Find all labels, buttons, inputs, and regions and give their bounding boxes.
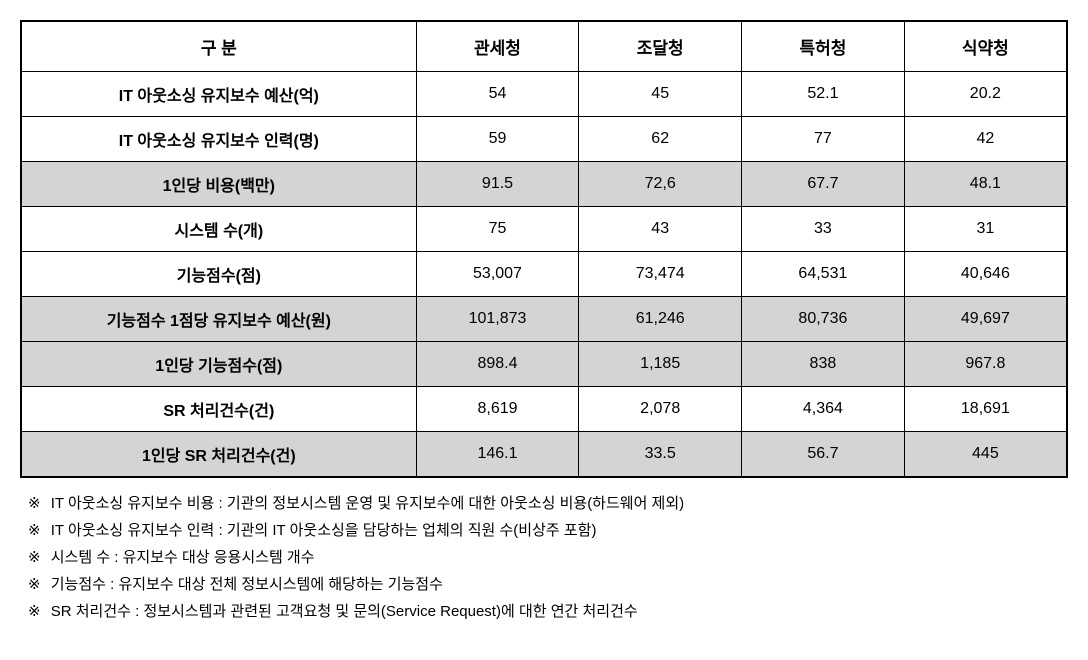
table-row: 시스템 수(개) 75 43 33 31 xyxy=(21,207,1067,252)
table-cell: 898.4 xyxy=(416,342,579,387)
footnote-marker-icon: ※ xyxy=(28,495,41,512)
footnote-line: ※ IT 아웃소싱 유지보수 비용 : 기관의 정보시스템 운영 및 유지보수에… xyxy=(28,490,1068,517)
table-cell: 80,736 xyxy=(742,297,905,342)
column-header-category: 구 분 xyxy=(21,21,416,72)
table-cell: 146.1 xyxy=(416,432,579,478)
table-cell: 73,474 xyxy=(579,252,742,297)
footnote-marker-icon: ※ xyxy=(28,603,41,620)
table-cell: 838 xyxy=(742,342,905,387)
row-label: 1인당 기능점수(점) xyxy=(21,342,416,387)
table-cell: 967.8 xyxy=(904,342,1067,387)
table-cell: 20.2 xyxy=(904,72,1067,117)
footnote-text: SR 처리건수 : 정보시스템과 관련된 고객요청 및 문의(Service R… xyxy=(51,603,638,620)
table-cell: 4,364 xyxy=(742,387,905,432)
table-cell: 67.7 xyxy=(742,162,905,207)
comparison-table: 구 분 관세청 조달청 특허청 식약청 IT 아웃소싱 유지보수 예산(억) 5… xyxy=(20,20,1068,478)
footnote-text: 기능점수 : 유지보수 대상 전체 정보시스템에 해당하는 기능점수 xyxy=(51,576,443,593)
table-cell: 43 xyxy=(579,207,742,252)
footnote-marker-icon: ※ xyxy=(28,576,41,593)
table-row: 1인당 비용(백만) 91.5 72,6 67.7 48.1 xyxy=(21,162,1067,207)
table-row: IT 아웃소싱 유지보수 예산(억) 54 45 52.1 20.2 xyxy=(21,72,1067,117)
table-cell: 56.7 xyxy=(742,432,905,478)
table-cell: 33.5 xyxy=(579,432,742,478)
table-row: SR 처리건수(건) 8,619 2,078 4,364 18,691 xyxy=(21,387,1067,432)
table-row: 기능점수 1점당 유지보수 예산(원) 101,873 61,246 80,73… xyxy=(21,297,1067,342)
footnote-text: IT 아웃소싱 유지보수 비용 : 기관의 정보시스템 운영 및 유지보수에 대… xyxy=(51,495,684,512)
table-cell: 1,185 xyxy=(579,342,742,387)
table-cell: 59 xyxy=(416,117,579,162)
table-cell: 91.5 xyxy=(416,162,579,207)
row-label: 기능점수 1점당 유지보수 예산(원) xyxy=(21,297,416,342)
table-cell: 445 xyxy=(904,432,1067,478)
table-cell: 31 xyxy=(904,207,1067,252)
table-cell: 64,531 xyxy=(742,252,905,297)
table-cell: 53,007 xyxy=(416,252,579,297)
footnotes-section: ※ IT 아웃소싱 유지보수 비용 : 기관의 정보시스템 운영 및 유지보수에… xyxy=(20,490,1068,625)
table-cell: 45 xyxy=(579,72,742,117)
column-header-agency-3: 특허청 xyxy=(742,21,905,72)
row-label: SR 처리건수(건) xyxy=(21,387,416,432)
table-row: IT 아웃소싱 유지보수 인력(명) 59 62 77 42 xyxy=(21,117,1067,162)
table-cell: 40,646 xyxy=(904,252,1067,297)
footnote-line: ※ SR 처리건수 : 정보시스템과 관련된 고객요청 및 문의(Service… xyxy=(28,598,1068,625)
footnote-line: ※ 시스템 수 : 유지보수 대상 응용시스템 개수 xyxy=(28,544,1068,571)
footnote-text: 시스템 수 : 유지보수 대상 응용시스템 개수 xyxy=(51,549,315,566)
footnote-line: ※ 기능점수 : 유지보수 대상 전체 정보시스템에 해당하는 기능점수 xyxy=(28,571,1068,598)
row-label: 기능점수(점) xyxy=(21,252,416,297)
table-header-row: 구 분 관세청 조달청 특허청 식약청 xyxy=(21,21,1067,72)
table-cell: 77 xyxy=(742,117,905,162)
table-row: 1인당 기능점수(점) 898.4 1,185 838 967.8 xyxy=(21,342,1067,387)
row-label: IT 아웃소싱 유지보수 인력(명) xyxy=(21,117,416,162)
column-header-agency-2: 조달청 xyxy=(579,21,742,72)
footnote-marker-icon: ※ xyxy=(28,522,41,539)
table-cell: 75 xyxy=(416,207,579,252)
table-cell: 61,246 xyxy=(579,297,742,342)
table-cell: 101,873 xyxy=(416,297,579,342)
column-header-agency-1: 관세청 xyxy=(416,21,579,72)
table-cell: 62 xyxy=(579,117,742,162)
table-cell: 2,078 xyxy=(579,387,742,432)
row-label: 1인당 비용(백만) xyxy=(21,162,416,207)
table-cell: 72,6 xyxy=(579,162,742,207)
table-cell: 52.1 xyxy=(742,72,905,117)
table-cell: 42 xyxy=(904,117,1067,162)
row-label: 시스템 수(개) xyxy=(21,207,416,252)
table-cell: 8,619 xyxy=(416,387,579,432)
table-cell: 33 xyxy=(742,207,905,252)
footnote-text: IT 아웃소싱 유지보수 인력 : 기관의 IT 아웃소싱을 담당하는 업체의 … xyxy=(51,522,597,539)
table-cell: 18,691 xyxy=(904,387,1067,432)
footnote-line: ※ IT 아웃소싱 유지보수 인력 : 기관의 IT 아웃소싱을 담당하는 업체… xyxy=(28,517,1068,544)
table-cell: 48.1 xyxy=(904,162,1067,207)
table-row: 기능점수(점) 53,007 73,474 64,531 40,646 xyxy=(21,252,1067,297)
table-cell: 49,697 xyxy=(904,297,1067,342)
row-label: IT 아웃소싱 유지보수 예산(억) xyxy=(21,72,416,117)
table-row: 1인당 SR 처리건수(건) 146.1 33.5 56.7 445 xyxy=(21,432,1067,478)
table-cell: 54 xyxy=(416,72,579,117)
footnote-marker-icon: ※ xyxy=(28,549,41,566)
column-header-agency-4: 식약청 xyxy=(904,21,1067,72)
row-label: 1인당 SR 처리건수(건) xyxy=(21,432,416,478)
